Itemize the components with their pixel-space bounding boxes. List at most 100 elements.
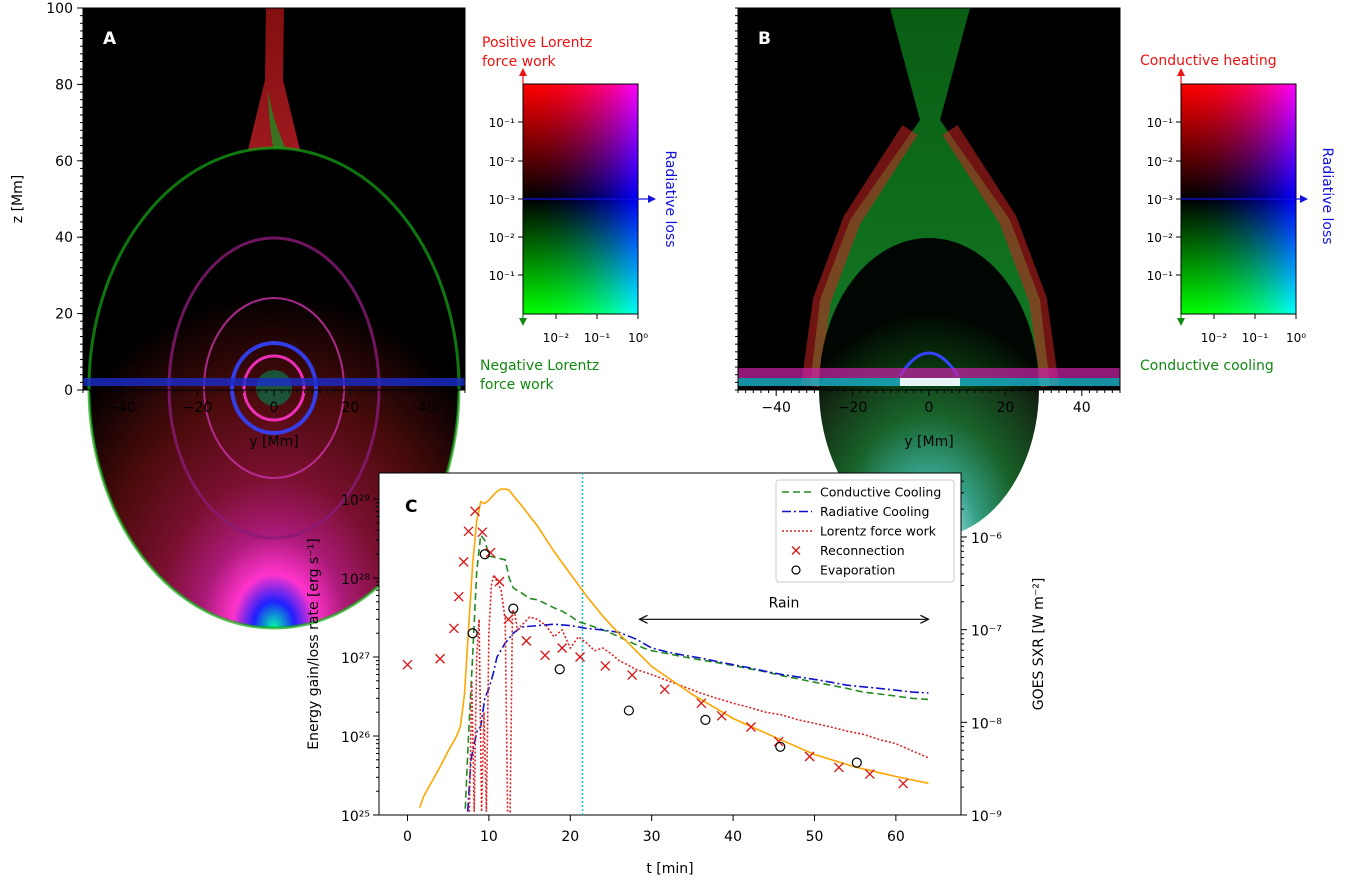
colorbar-bottom-label: 10⁰ xyxy=(1286,331,1306,345)
reconnection-point xyxy=(470,506,481,517)
panel-c-xlabel: t [min] xyxy=(646,861,693,877)
x-tick-label: 30 xyxy=(643,829,661,845)
panel-b-axes: −40 −20 0 20 40 xyxy=(735,7,1121,416)
colorbar-bottom-label: 10⁻² xyxy=(543,331,570,345)
colorbar-bottom-label: 10⁻¹ xyxy=(584,331,611,345)
x-tick-label: 10 xyxy=(480,829,498,845)
y-tick-label: 10²⁷ xyxy=(341,651,370,667)
y-tick-label: 60 xyxy=(55,154,73,170)
y-tick-label: 100 xyxy=(46,1,73,17)
panel-b-legend-top: Conductive heating xyxy=(1140,53,1277,69)
reconnection-point xyxy=(575,652,586,662)
x-tick-label: 40 xyxy=(724,829,742,845)
panel-b-image xyxy=(738,8,1120,538)
colorbar-left-label: 10⁻³ xyxy=(489,193,516,207)
panel-c: C Rain 0 10 20 30 40 50 60 10²⁵ 10²⁶ 10²⁷ 10²⁸ 10²⁹… xyxy=(306,472,1047,877)
y-tick-label: 40 xyxy=(55,230,73,246)
colorbar-left-label: 10⁻³ xyxy=(1147,193,1174,207)
panel-b: B −40 −20 0 20 40 y [Mm] 10⁻¹10⁻²10⁻³10⁻²10⁻… xyxy=(735,7,1335,538)
y-tick-label: 10²⁹ xyxy=(341,493,370,509)
evaporation-point xyxy=(479,549,490,560)
reconnection-point xyxy=(627,670,638,681)
y-right-tick-label: 10⁻⁷ xyxy=(971,624,1002,640)
panel-c-letter: C xyxy=(405,497,417,517)
reconnection-point xyxy=(659,684,670,695)
y-tick-label: 10²⁶ xyxy=(341,730,370,746)
x-tick-label: 20 xyxy=(561,829,579,845)
y-tick-label: 20 xyxy=(55,307,73,323)
colorbar-left-label: 10⁻¹ xyxy=(1147,269,1174,283)
rain-label: Rain xyxy=(769,595,800,611)
reconnection-point xyxy=(716,710,727,721)
evaporation-point xyxy=(700,714,711,725)
rain-arrow-head-right xyxy=(920,614,930,624)
reconnection-point xyxy=(864,769,875,779)
evaporation-point xyxy=(851,757,862,768)
reconnection-point xyxy=(494,576,505,587)
x-tick-label: 40 xyxy=(418,400,436,416)
x-tick-label: 50 xyxy=(806,829,824,845)
colorbar-left-label: 10⁻¹ xyxy=(1147,116,1174,130)
panel-a-legend-side: Radiative loss xyxy=(662,150,678,247)
panel-a-xlabel: y [Mm] xyxy=(249,434,298,450)
panel-a-letter: A xyxy=(103,29,117,49)
panel-b-legend-bottom: Conductive cooling xyxy=(1140,358,1274,374)
legend-label: Conductive Cooling xyxy=(820,485,941,500)
y-tick-label: 10²⁸ xyxy=(341,572,370,588)
reconnection-point xyxy=(503,614,514,625)
legend-label: Radiative Cooling xyxy=(820,504,929,519)
reconnection-point xyxy=(477,527,488,538)
colorbar-left-label: 10⁻² xyxy=(1147,155,1174,169)
reconnection-point xyxy=(746,722,756,732)
evaporation-point xyxy=(467,628,478,639)
reconnection-point xyxy=(485,547,496,558)
y-tick-label: 10²⁵ xyxy=(341,809,370,825)
x-tick-label: 0 xyxy=(403,829,412,845)
x-tick-label: −40 xyxy=(106,400,136,416)
legend-box xyxy=(775,479,955,583)
colorbar-left-label: 10⁻¹ xyxy=(489,116,516,130)
panel-c-plot: Rain xyxy=(402,473,930,815)
panel-c-ylabel-right: GOES SXR [W m⁻²] xyxy=(1031,578,1047,711)
y-right-tick-label: 10⁻⁸ xyxy=(971,716,1002,732)
reconnection-point xyxy=(804,751,815,762)
x-tick-label: −20 xyxy=(838,400,868,416)
legend-label: Reconnection xyxy=(820,543,905,558)
reconnection-point xyxy=(696,698,707,709)
colorbar-bottom-label: 10⁰ xyxy=(628,331,648,345)
panel-b-legend-side: Radiative loss xyxy=(1319,147,1335,244)
x-tick-label: −40 xyxy=(761,400,791,416)
colorbar-left-label: 10⁻² xyxy=(489,155,516,169)
legend-marker-evaporation xyxy=(791,565,801,575)
panel-c-ylabel: Energy gain/loss rate [erg s⁻¹] xyxy=(306,538,322,749)
y-tick-label: 80 xyxy=(55,77,73,93)
colorbar-left-label: 10⁻² xyxy=(1147,231,1174,245)
panel-a-ylabel: z [Mm] xyxy=(10,175,26,223)
panel-a-legend-bottom-2: force work xyxy=(480,377,554,393)
reconnection-point xyxy=(833,762,844,773)
reconnection-point xyxy=(898,778,909,789)
reconnection-point xyxy=(540,650,551,661)
x-tick-label: 40 xyxy=(1073,400,1091,416)
panel-b-letter: B xyxy=(758,29,771,49)
series-line-lorentz-force-work xyxy=(468,572,929,813)
panel-a-legend-top-1: Positive Lorentz xyxy=(482,35,592,51)
panel-a-legend-bottom-1: Negative Lorentz xyxy=(480,358,599,374)
legend-label: Evaporation xyxy=(820,563,895,578)
reconnection-point xyxy=(557,643,568,653)
panel-a-axes: −40 −20 0 20 40 0 20 40 60 80 100 xyxy=(46,1,466,416)
reconnection-point xyxy=(448,623,459,634)
evaporation-point xyxy=(623,705,634,716)
panel-c-legend: Conductive Cooling Radiative Cooling Loren… xyxy=(775,479,955,583)
panel-a-image xyxy=(83,8,465,630)
reconnection-point xyxy=(435,653,446,664)
colorbar-bottom-label: 10⁻¹ xyxy=(1242,331,1269,345)
panel-b-colorbar-ticks: 10⁻¹ 10⁻² 10⁻³ 10⁻² 10⁻¹ 10⁻² 10⁻¹ 10⁰ xyxy=(1147,116,1307,345)
panel-a-colorbar: 10⁻¹ 10⁻² 10⁻³ 10⁻² 10⁻¹ 10⁻² 10⁻¹ 10⁰ Positive… xyxy=(480,35,678,393)
colorbar-left-label: 10⁻² xyxy=(489,231,516,245)
y-tick-label: 0 xyxy=(64,383,73,399)
reconnection-point xyxy=(463,526,474,537)
x-tick-label: −20 xyxy=(183,400,213,416)
